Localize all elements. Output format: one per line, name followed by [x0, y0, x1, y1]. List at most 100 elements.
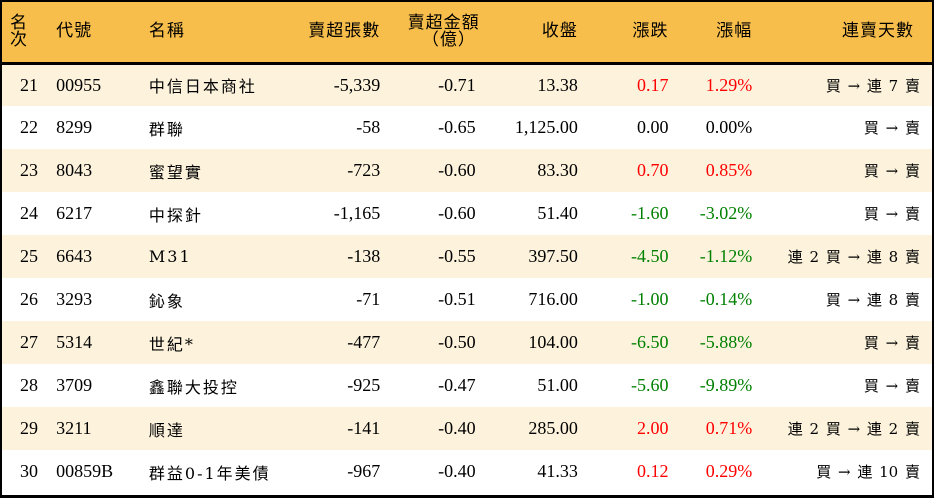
code-cell: 00859B [56, 461, 114, 481]
code-cell: 8299 [56, 117, 93, 137]
code-cell: 3293 [56, 289, 93, 309]
rank-cell: 30 [20, 461, 38, 481]
sell-streak-cell: 買 → 連 7 賣 [825, 76, 920, 95]
name-cell: 群聯 [148, 119, 185, 139]
net-sell-volume-cell: -138 [347, 246, 381, 266]
net-sell-volume-cell: -967 [347, 461, 381, 481]
change-cell: 0.17 [637, 74, 669, 95]
close-price-cell: 13.38 [537, 74, 578, 95]
code-cell: 6643 [56, 246, 93, 266]
change-pct-cell: 1.29% [705, 74, 753, 95]
code-cell: 00955 [56, 74, 102, 95]
name-cell: 順達 [148, 420, 185, 440]
change-cell: 0.00 [637, 117, 669, 137]
rank-cell: 26 [20, 289, 38, 309]
table-header-row: 名次 代號 名稱 賣超張數 賣超金額 （億） 收盤 漲跌 漲幅 連賣天數 [2, 2, 932, 65]
net-sell-amount-cell: -0.60 [438, 160, 476, 180]
sell-streak-cell: 買 → 連 8 賣 [825, 291, 920, 309]
net-sell-amount-cell: -0.60 [438, 203, 476, 223]
close-price-cell: 397.50 [528, 246, 578, 266]
net-sell-volume-cell: -925 [347, 375, 381, 395]
change-cell: 0.70 [637, 160, 669, 180]
sell-streak-cell: 買 → 賣 [863, 205, 920, 223]
header-close: 收盤 [485, 2, 588, 65]
change-pct-cell: -5.88% [699, 332, 753, 352]
rank-cell: 24 [20, 203, 38, 223]
net-sell-amount-cell: -0.55 [438, 246, 476, 266]
net-sell-amount-cell: -0.65 [438, 117, 476, 137]
net-sell-amount-cell: -0.51 [438, 289, 476, 309]
change-pct-cell: 0.29% [705, 461, 753, 481]
sell-streak-cell: 買 → 賣 [863, 119, 920, 137]
rank-cell: 23 [20, 160, 38, 180]
net-sell-volume-cell: -71 [356, 289, 381, 309]
net-sell-amount-cell: -0.40 [438, 461, 476, 481]
table-row[interactable]: 28 3709 鑫聯大投控 -925 -0.47 51.00 -5.60 -9.89% 買 → … [2, 364, 932, 407]
close-price-cell: 104.00 [528, 332, 578, 352]
name-cell: 鑫聯大投控 [148, 377, 239, 397]
table-row[interactable]: 22 8299 群聯 -58 -0.65 1,125.00 0.00 0.00% 買 → 賣 [2, 106, 932, 149]
change-pct-cell: 0.00% [705, 117, 753, 137]
change-cell: 2.00 [637, 418, 669, 438]
table-body: 21 00955 中信日本商社 -5,339 -0.71 13.38 0.17 1.29% 買 … [2, 63, 932, 493]
change-pct-cell: -1.12% [699, 246, 753, 266]
change-pct-cell: -9.89% [699, 375, 753, 395]
change-cell: -1.00 [631, 289, 669, 309]
change-cell: -5.60 [631, 375, 669, 395]
net-sell-amount-cell: -0.47 [438, 375, 476, 395]
change-pct-cell: -0.14% [699, 289, 753, 309]
table-row[interactable]: 23 8043 蜜望實 -723 -0.60 83.30 0.70 0.85% 買 → 賣 [2, 149, 932, 192]
change-cell: -4.50 [631, 246, 669, 266]
change-cell: 0.12 [637, 461, 669, 481]
rank-cell: 25 [20, 246, 38, 266]
sell-streak-cell: 連 2 買 → 連 8 賣 [787, 248, 920, 266]
change-pct-cell: 0.85% [705, 160, 753, 180]
net-sell-volume-cell: -477 [347, 332, 381, 352]
header-net-sell-amount-line1: 賣超金額 [407, 12, 480, 33]
close-price-cell: 1,125.00 [514, 117, 578, 137]
sell-streak-cell: 連 2 買 → 連 2 賣 [787, 420, 920, 438]
code-cell: 3211 [56, 418, 92, 438]
table-row[interactable]: 24 6217 中探針 -1,165 -0.60 51.40 -1.60 -3.02% 買 → … [2, 192, 932, 235]
sell-streak-cell: 買 → 賣 [863, 162, 920, 180]
header-change-pct: 漲幅 [678, 2, 763, 65]
name-cell: 世紀* [148, 334, 195, 354]
table-row[interactable]: 29 3211 順達 -141 -0.40 285.00 2.00 0.71% 連 2 買 → … [2, 407, 932, 450]
code-cell: 5314 [56, 332, 93, 352]
net-sell-volume-cell: -5,339 [333, 74, 381, 95]
name-cell: 中信日本商社 [148, 77, 257, 97]
sell-streak-cell: 買 → 賣 [863, 334, 920, 352]
close-price-cell: 41.33 [537, 461, 578, 481]
name-cell: 群益0-1年美債 [148, 463, 271, 483]
header-net-sell-volume: 賣超張數 [274, 2, 391, 65]
sell-streak-cell: 買 → 賣 [863, 377, 920, 395]
close-price-cell: 83.30 [537, 160, 578, 180]
table-row[interactable]: 30 00859B 群益0-1年美債 -967 -0.40 41.33 0.12 0.29% 買… [2, 450, 932, 493]
rank-cell: 22 [20, 117, 38, 137]
change-cell: -1.60 [631, 203, 669, 223]
close-price-cell: 51.40 [537, 203, 578, 223]
table-row[interactable]: 21 00955 中信日本商社 -5,339 -0.71 13.38 0.17 1.29% 買 … [2, 63, 932, 106]
code-cell: 8043 [56, 160, 93, 180]
header-name: 名稱 [122, 2, 275, 65]
net-sell-amount-cell: -0.40 [438, 418, 476, 438]
table-row[interactable]: 25 6643 M31 -138 -0.55 397.50 -4.50 -1.12% 連 2 買… [2, 235, 932, 278]
table-row[interactable]: 27 5314 世紀* -477 -0.50 104.00 -6.50 -5.88% 買 → 賣 [2, 321, 932, 364]
header-sell-streak: 連賣天數 [762, 2, 932, 65]
change-pct-cell: -3.02% [699, 203, 753, 223]
header-net-sell-amount-line2: （億） [421, 29, 476, 50]
close-price-cell: 716.00 [528, 289, 578, 309]
code-cell: 3709 [56, 375, 93, 395]
close-price-cell: 285.00 [528, 418, 578, 438]
rank-cell: 28 [20, 375, 38, 395]
name-cell: M31 [148, 247, 192, 266]
net-sell-volume-cell: -723 [347, 160, 381, 180]
name-cell: 蜜望實 [148, 162, 203, 182]
net-sell-amount-cell: -0.71 [438, 74, 476, 95]
change-pct-cell: 0.71% [705, 418, 753, 438]
header-change: 漲跌 [587, 2, 679, 65]
close-price-cell: 51.00 [537, 375, 578, 395]
table-row[interactable]: 26 3293 鈊象 -71 -0.51 716.00 -1.00 -0.14% 買 → 連 8… [2, 278, 932, 321]
